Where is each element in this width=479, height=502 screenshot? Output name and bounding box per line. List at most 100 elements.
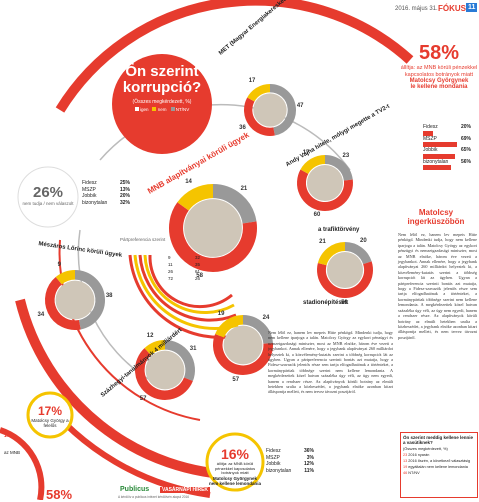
donut-segment	[144, 340, 166, 356]
title-line1: Ön szerint	[125, 63, 199, 80]
header-section: FÓKUSZ	[438, 4, 471, 13]
outer-arc-bottom	[15, 298, 241, 480]
right-stat-name: Matolcsy Györgynek	[409, 78, 469, 84]
bottom-stat-text: állítja: az MNB körüli pénzekkel kapcsol…	[214, 461, 256, 476]
donut-value: 19	[217, 311, 225, 318]
right-row: Fidesz 20%	[423, 124, 471, 130]
donut-value: 21	[319, 239, 326, 246]
donut-segment	[45, 277, 81, 330]
donut-segment	[300, 155, 326, 175]
photo-placeholder	[306, 164, 344, 202]
right-row: MSZP 69%	[423, 135, 471, 142]
donut-value: 20	[359, 238, 367, 245]
right-stat: 58% állítja: az MNB körüli pénzekkel kap…	[400, 42, 478, 90]
article-body: Nem lélöl ez, hanem lev mepeis Hitte pén…	[398, 232, 477, 340]
sidebar-title: Ön szerint meddig kellene lennie a vasút…	[403, 435, 474, 445]
donut-value: 60	[313, 212, 321, 219]
right-row: Jobbik 65%	[423, 147, 471, 153]
sidebar-item: 19 egyáltalán nem kellene lemondania	[403, 465, 468, 469]
donut-segment	[297, 169, 353, 211]
sidebar-box: Ön szerint meddig kellene lennie a vasút…	[400, 432, 478, 498]
left-row: bizonytalan 32%	[82, 199, 130, 206]
sidebar-item: 23 2016 nyarán	[403, 453, 430, 457]
legend-ntnv: NT/NV	[170, 107, 189, 112]
right-bar-2	[423, 153, 455, 159]
right-stat-tail: le kellene mondania	[410, 84, 468, 90]
bottom-stat-big: 16%	[220, 446, 250, 462]
donut-value: 31	[189, 345, 197, 352]
left-stat-circle	[17, 166, 79, 228]
article-body-2: Nem lélöl ez, hanem lev mepeis Hitte pén…	[268, 330, 393, 395]
donut-value: 12	[146, 332, 154, 339]
left-small-circle	[26, 391, 74, 439]
donut-value: 47	[296, 102, 304, 109]
left-stat-legend: Fidesz 25% MSZP 13% Jobbik 20% bizonytalan 3…	[82, 180, 130, 206]
left-small-stat: 17% Matolcsy György a felelős	[30, 404, 70, 428]
outer-arc-left	[0, 427, 45, 500]
donut-value: 59	[341, 299, 348, 306]
bottom-stat: 16% állítja: az MNB körüli pénzekkel kap…	[208, 446, 262, 486]
donut-value: 23	[342, 153, 350, 160]
article: Matolcsy ingerküszöbön	[395, 208, 477, 226]
right-stat-big: 58%	[418, 42, 460, 64]
legend-nem: nem	[152, 107, 167, 112]
left-stat-text: nem tudja / nem válaszolt	[22, 201, 74, 206]
spiral-val: 26	[168, 269, 174, 274]
left-small-big: 17%	[37, 404, 63, 418]
left-row: MSZP 13%	[82, 186, 130, 193]
donut-value: 57	[139, 395, 147, 402]
right-bar-1	[423, 142, 457, 147]
donut-value: 38	[105, 292, 113, 299]
photo-placeholder	[145, 350, 185, 390]
bottom-row: Jobbik 12%	[266, 461, 314, 467]
sidebar-sub: (Összes megkérdezett, %)	[403, 447, 448, 451]
donut-value: 36	[239, 124, 246, 131]
left-stat-big: 26%	[32, 184, 64, 201]
left-edge-label: az MNB	[4, 450, 21, 455]
donut-segment	[135, 348, 193, 400]
donut-segment	[169, 202, 257, 272]
donut-segment	[344, 242, 372, 265]
credit-vh: VASÁRNAPI HÍREK	[160, 487, 211, 493]
donut-segment	[244, 97, 275, 136]
bottom-row: MSZP 3%	[266, 454, 314, 461]
photo-placeholder	[253, 93, 287, 127]
left-row: Jobbik 20%	[82, 193, 130, 199]
donut-segment	[177, 184, 214, 211]
bottom-stat-circle	[205, 432, 265, 492]
bottom-row: Fidesz 36%	[266, 448, 314, 454]
header-date: 2016. május 31.	[395, 6, 438, 12]
photo-placeholder	[55, 280, 95, 320]
donut-value: 58	[196, 272, 203, 279]
donut-value: 24	[262, 314, 270, 321]
left-bottom-big: 58%	[46, 487, 73, 502]
donut-value: 21	[240, 186, 248, 193]
sidebar-items: 23 2016 nyarán 13 2016 őszén, a következ…	[401, 451, 477, 477]
donut-value: 34	[37, 311, 45, 318]
donut-value: 17	[302, 149, 310, 156]
right-stat-legend: Fidesz 20% MSZP 69% Jobbik 65% bizonytalan 5…	[423, 124, 471, 170]
label-spiral: Pártpreferencia szerint	[120, 237, 166, 242]
title-line2: korrupció?	[122, 79, 202, 96]
spiral-val: 26	[195, 276, 201, 281]
title-bubble	[112, 54, 212, 154]
spiral-val: 32	[195, 255, 201, 260]
title-sub: (Összes megkérdezett, %)	[132, 99, 192, 105]
left-row: Fidesz 25%	[82, 180, 130, 186]
article-heading: Matolcsy ingerküszöbön	[407, 208, 465, 226]
label-trafik: a trafiktörvény	[318, 227, 360, 233]
right-stat-text: állítja: az MNB körüli pénzekkel kapcsol…	[400, 65, 478, 78]
header-page-no: 11	[466, 3, 478, 12]
left-stat: 26% nem tudja / nem válaszolt	[22, 184, 74, 206]
donut-segment	[212, 184, 257, 224]
sidebar-item: 13 2016 őszén, a következő választásig	[403, 459, 471, 463]
spiral-values-2: 32 35 61 26	[195, 254, 200, 282]
donut-segment	[55, 270, 76, 285]
donut-segment	[164, 340, 195, 382]
donut-segment	[324, 155, 353, 181]
donut-segment	[74, 270, 105, 330]
donut-value: 17	[248, 78, 256, 85]
spiral-val: 35	[195, 262, 201, 267]
title-legend: igen nem NT/NV	[117, 107, 207, 112]
bottom-row: bizonytalan 11%	[266, 467, 314, 474]
